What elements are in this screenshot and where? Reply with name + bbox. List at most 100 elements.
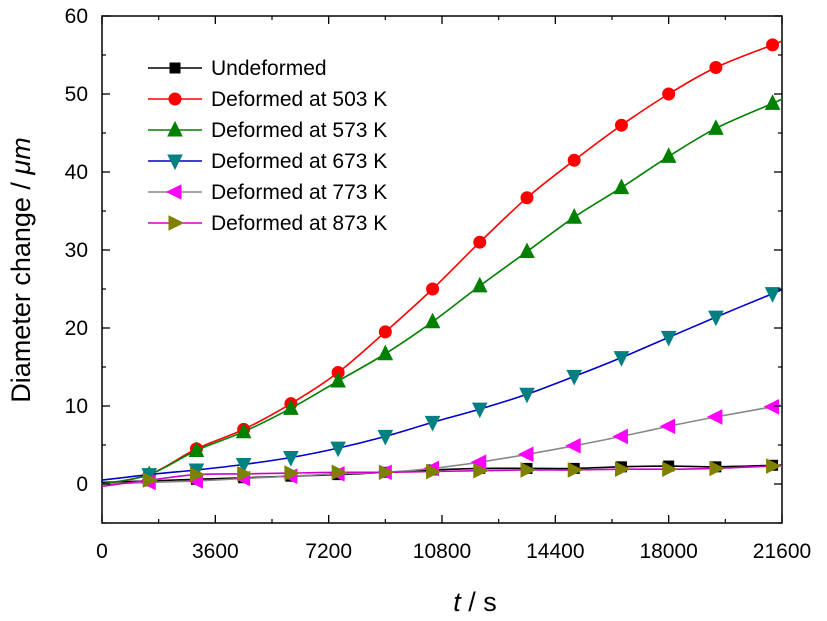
series-5 bbox=[101, 458, 783, 488]
data-point bbox=[565, 437, 581, 454]
y-tick-label: 60 bbox=[65, 5, 88, 28]
x-axis-title: t / s bbox=[453, 587, 497, 617]
data-point bbox=[613, 351, 630, 367]
legend-label: Undeformed bbox=[211, 57, 327, 80]
legend-label: Deformed at 673 K bbox=[211, 150, 387, 173]
series-0 bbox=[101, 459, 783, 487]
data-point bbox=[764, 94, 781, 110]
data-point bbox=[614, 461, 631, 477]
y-tick-label: 0 bbox=[76, 473, 88, 496]
series-line bbox=[101, 404, 783, 485]
data-point bbox=[708, 119, 724, 135]
data-point bbox=[660, 330, 677, 347]
data-point bbox=[763, 398, 780, 415]
data-point bbox=[706, 409, 723, 425]
data-point bbox=[708, 310, 724, 327]
legend-marker bbox=[167, 154, 183, 171]
data-point bbox=[188, 441, 205, 457]
data-point bbox=[283, 450, 299, 467]
y-tick-label: 10 bbox=[65, 395, 88, 418]
legend-marker bbox=[169, 62, 181, 74]
data-point bbox=[426, 463, 442, 480]
data-point bbox=[766, 458, 782, 474]
legend-marker bbox=[168, 215, 185, 231]
y-tick-label: 30 bbox=[65, 239, 88, 262]
data-point bbox=[567, 462, 584, 478]
series-3 bbox=[101, 287, 783, 484]
legend-marker bbox=[168, 92, 182, 106]
data-point bbox=[566, 208, 583, 224]
legend-item: Deformed at 773 K bbox=[148, 181, 387, 204]
series-line bbox=[101, 464, 783, 488]
legend-item: Deformed at 873 K bbox=[148, 212, 387, 235]
data-point bbox=[377, 429, 394, 446]
data-point bbox=[378, 464, 395, 481]
data-point bbox=[612, 428, 628, 445]
legend-label: Deformed at 503 K bbox=[211, 88, 387, 111]
legend-item: Deformed at 503 K bbox=[148, 88, 387, 111]
data-point bbox=[517, 446, 534, 463]
data-point bbox=[330, 441, 346, 458]
data-point bbox=[660, 147, 677, 163]
data-point bbox=[567, 153, 581, 167]
data-point bbox=[764, 287, 781, 303]
data-point bbox=[471, 276, 488, 293]
data-point bbox=[424, 312, 441, 329]
y-tick-label: 40 bbox=[65, 161, 88, 184]
series-1 bbox=[101, 38, 783, 485]
data-point bbox=[471, 402, 488, 419]
legend: Undeformed Deformed at 503 K Deformed at 5… bbox=[148, 57, 387, 235]
x-axis-unit: / s bbox=[461, 587, 497, 617]
data-point bbox=[520, 462, 537, 478]
legend-item: Undeformed bbox=[148, 57, 327, 80]
y-axis-main: Diameter change / bbox=[6, 175, 36, 403]
axes-layer: 0 3600 7200 10800 14400 18000 21600 0 10 20 30 40 50… bbox=[65, 5, 812, 563]
y-tick-label: 20 bbox=[65, 317, 88, 340]
x-tick-label: 14400 bbox=[526, 540, 584, 563]
data-point bbox=[424, 415, 441, 432]
series-line bbox=[101, 40, 783, 485]
data-point bbox=[520, 191, 534, 205]
x-tick-label: 7200 bbox=[305, 540, 352, 563]
data-point bbox=[142, 472, 159, 488]
data-point bbox=[283, 399, 299, 415]
data-point bbox=[519, 242, 535, 259]
series-line bbox=[101, 289, 783, 481]
data-point bbox=[662, 87, 676, 101]
x-tick-label: 0 bbox=[96, 540, 108, 563]
data-point bbox=[613, 178, 630, 195]
series-line bbox=[101, 464, 783, 484]
x-tick-label: 10800 bbox=[413, 540, 471, 563]
data-point bbox=[330, 371, 346, 388]
legend-label: Deformed at 773 K bbox=[211, 181, 387, 204]
data-point bbox=[470, 454, 487, 470]
legend-label: Deformed at 873 K bbox=[211, 212, 387, 235]
data-point bbox=[378, 325, 392, 339]
series-layer bbox=[101, 38, 783, 491]
data-point bbox=[709, 60, 723, 74]
series-4 bbox=[101, 398, 783, 491]
data-point bbox=[766, 38, 780, 52]
data-point bbox=[377, 344, 394, 361]
data-point bbox=[426, 282, 440, 296]
data-point bbox=[473, 462, 489, 479]
data-point bbox=[709, 460, 726, 477]
legend-marker bbox=[167, 120, 183, 137]
data-point bbox=[662, 461, 678, 477]
data-point bbox=[614, 118, 628, 132]
x-tick-label: 18000 bbox=[639, 540, 697, 563]
data-point bbox=[284, 465, 301, 481]
data-point bbox=[519, 387, 535, 404]
x-tick-label: 3600 bbox=[192, 540, 239, 563]
legend-marker bbox=[165, 184, 182, 200]
data-point bbox=[566, 369, 583, 386]
data-point bbox=[237, 466, 253, 482]
x-tick-label: 21600 bbox=[753, 540, 811, 563]
y-tick-label: 50 bbox=[65, 83, 88, 106]
legend-item: Deformed at 573 K bbox=[148, 119, 387, 142]
x-axis-var: t bbox=[453, 587, 462, 617]
series-2 bbox=[101, 94, 783, 485]
y-axis-title: Diameter change / μm bbox=[6, 137, 36, 402]
series-line bbox=[101, 98, 783, 485]
